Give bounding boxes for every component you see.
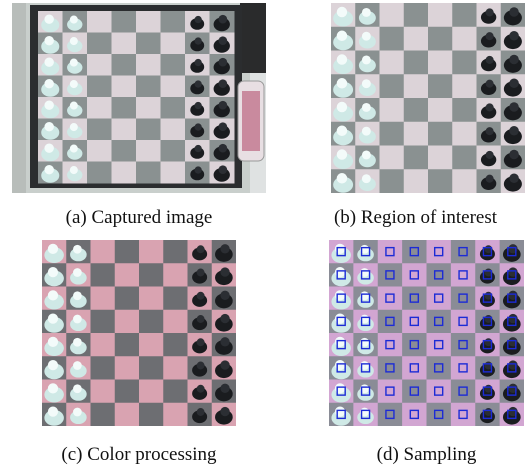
sample-marker bbox=[433, 270, 444, 280]
sample-marker bbox=[336, 363, 346, 373]
sample-marker bbox=[433, 386, 444, 396]
sample-marker bbox=[433, 363, 444, 373]
sample-marker bbox=[409, 339, 420, 350]
sample-marker bbox=[360, 270, 371, 280]
sample-marker bbox=[336, 293, 346, 303]
sample-marker bbox=[433, 409, 444, 420]
sample-marker bbox=[433, 339, 444, 350]
color-processing-canvas bbox=[42, 240, 236, 426]
chess-board-sampling bbox=[329, 240, 524, 426]
sample-marker bbox=[458, 363, 468, 373]
region-of-interest-canvas bbox=[331, 3, 525, 193]
sample-marker bbox=[385, 363, 395, 373]
sample-marker bbox=[360, 339, 371, 350]
sample-marker bbox=[360, 293, 371, 303]
sample-marker bbox=[409, 363, 420, 373]
chess-board-roi bbox=[331, 3, 525, 193]
sample-marker bbox=[360, 246, 371, 257]
sample-marker bbox=[409, 270, 420, 280]
sample-marker bbox=[507, 293, 517, 303]
sample-marker bbox=[458, 409, 468, 420]
sample-marker bbox=[482, 246, 493, 257]
pieces bbox=[333, 6, 522, 193]
color-processing-image bbox=[42, 240, 236, 426]
sample-marker bbox=[360, 316, 371, 327]
sample-marker bbox=[409, 409, 420, 420]
sample-marker bbox=[458, 316, 468, 327]
sample-marker bbox=[482, 409, 493, 420]
pieces bbox=[41, 14, 230, 183]
sample-marker bbox=[507, 270, 517, 280]
region-of-interest-image bbox=[331, 3, 525, 193]
sampling-canvas bbox=[329, 240, 524, 426]
sample-marker bbox=[409, 386, 420, 396]
sample-marker bbox=[385, 409, 395, 420]
sample-marker bbox=[482, 316, 493, 327]
sample-marker bbox=[385, 339, 395, 350]
captured-image bbox=[12, 3, 266, 193]
sample-marker bbox=[433, 293, 444, 303]
sample-marker bbox=[336, 386, 346, 396]
sample-marker bbox=[433, 246, 444, 257]
sample-marker bbox=[336, 409, 346, 420]
sample-marker bbox=[458, 246, 468, 257]
sample-marker bbox=[360, 409, 371, 420]
sample-marker bbox=[385, 246, 395, 257]
sample-marker bbox=[458, 386, 468, 396]
sample-marker bbox=[458, 293, 468, 303]
sample-marker bbox=[336, 246, 346, 257]
sample-marker bbox=[336, 316, 346, 327]
captured-image-canvas bbox=[12, 3, 266, 193]
sample-markers bbox=[336, 246, 517, 420]
caption-sampling: (d) Sampling bbox=[376, 444, 477, 465]
sample-marker bbox=[385, 386, 395, 396]
sample-marker bbox=[507, 386, 517, 396]
sample-marker bbox=[482, 386, 493, 396]
sample-marker bbox=[507, 363, 517, 373]
pieces bbox=[44, 243, 233, 426]
sample-marker bbox=[458, 270, 468, 280]
sample-marker bbox=[507, 246, 517, 257]
sample-marker bbox=[336, 339, 346, 350]
sample-marker bbox=[409, 246, 420, 257]
chess-board bbox=[38, 11, 235, 184]
sample-marker bbox=[385, 293, 395, 303]
sample-marker bbox=[385, 316, 395, 327]
sample-marker bbox=[507, 339, 517, 350]
sample-marker bbox=[458, 339, 468, 350]
sample-marker bbox=[433, 316, 444, 327]
sample-marker bbox=[482, 339, 493, 350]
caption-region-of-interest: (b) Region of interest bbox=[333, 207, 498, 228]
sample-marker bbox=[409, 316, 420, 327]
sample-marker bbox=[409, 293, 420, 303]
sample-marker bbox=[507, 409, 517, 420]
sample-marker bbox=[385, 270, 395, 280]
chess-board-processed bbox=[42, 240, 236, 426]
sample-marker bbox=[360, 386, 371, 396]
sampling-image bbox=[329, 240, 524, 426]
sample-marker bbox=[360, 363, 371, 373]
sample-marker bbox=[482, 270, 493, 280]
caption-captured-image: (a) Captured image bbox=[65, 207, 213, 228]
sample-marker bbox=[482, 363, 493, 373]
caption-color-processing: (c) Color processing bbox=[61, 444, 217, 465]
sample-marker bbox=[482, 293, 493, 303]
sample-marker bbox=[507, 316, 517, 327]
sample-marker bbox=[336, 270, 346, 280]
